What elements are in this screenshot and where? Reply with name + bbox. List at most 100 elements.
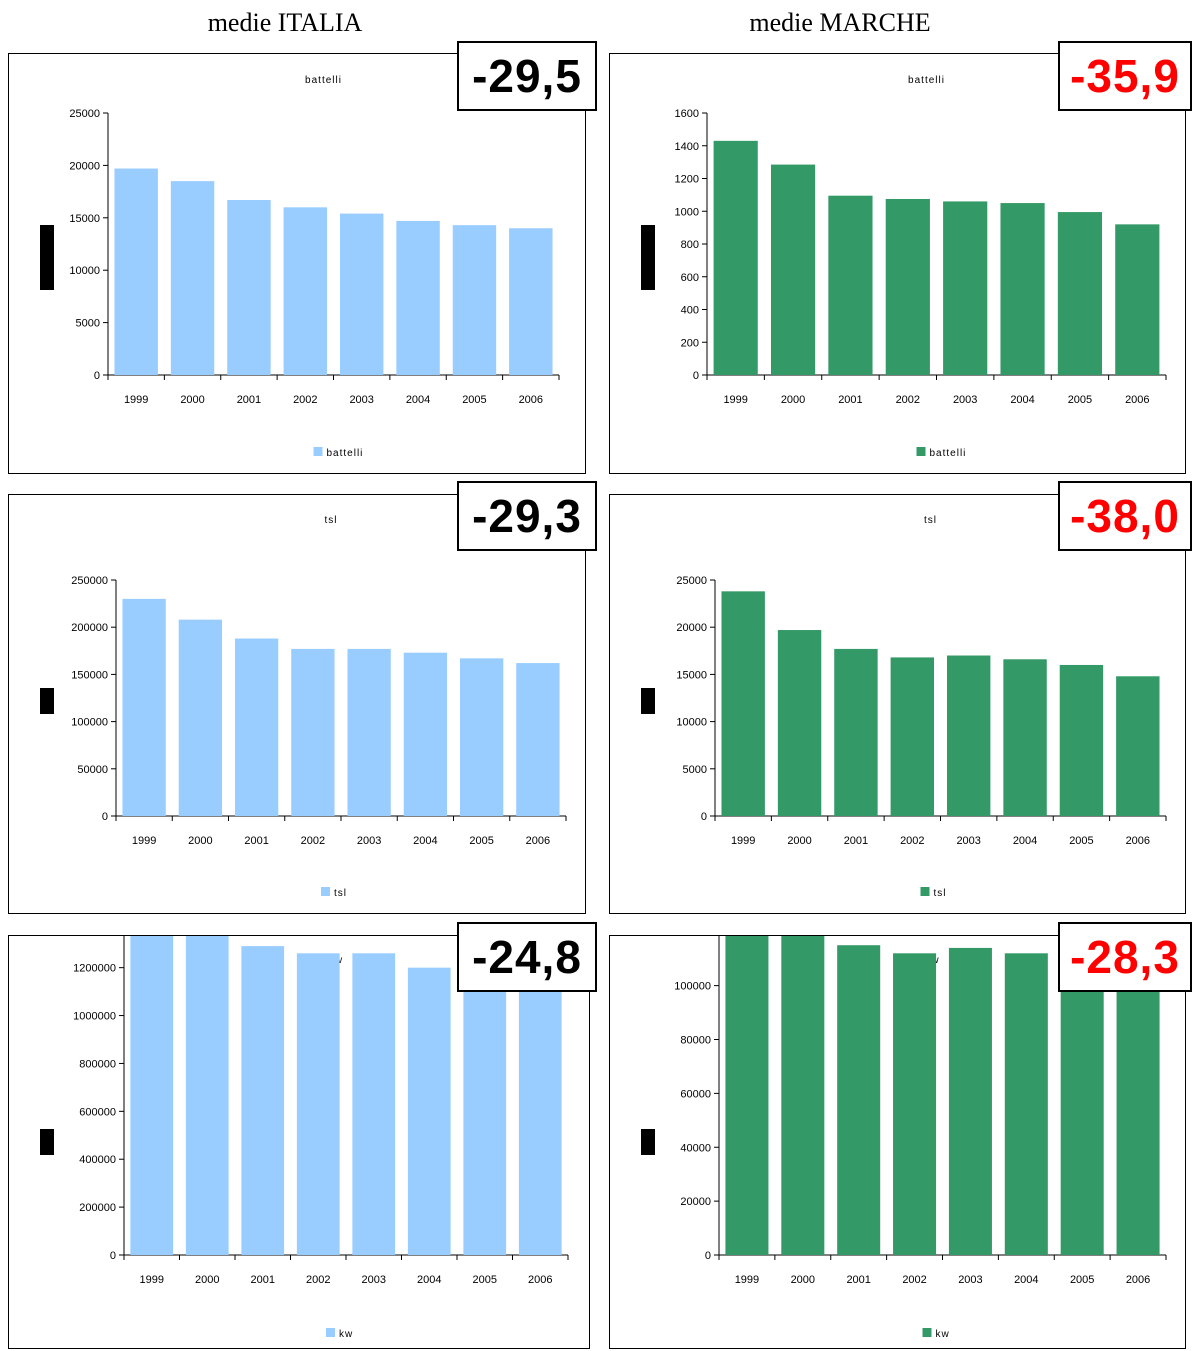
- y-tick-label: 25000: [69, 108, 100, 120]
- bar: [777, 630, 822, 816]
- legend-swatch: [922, 1328, 932, 1337]
- bar: [1059, 664, 1104, 816]
- legend-label: kw: [339, 1329, 353, 1340]
- y-tick-label: 20000: [69, 160, 100, 172]
- y-tick-label: 150000: [71, 669, 108, 681]
- x-tick-label: 2002: [900, 835, 924, 847]
- bar: [170, 181, 215, 375]
- bar: [885, 198, 930, 375]
- x-tick-label: 1999: [735, 1274, 759, 1286]
- x-tick-label: 2002: [896, 394, 920, 406]
- chart-title: battelli: [908, 75, 945, 86]
- legend-label: kw: [936, 1329, 950, 1340]
- x-tick-label: 2005: [1068, 394, 1092, 406]
- bar: [890, 657, 935, 816]
- bar: [452, 225, 497, 375]
- x-tick-label: 2003: [357, 835, 381, 847]
- y-tick-label: 20000: [676, 622, 707, 634]
- bar: [518, 982, 562, 1255]
- x-tick-label: 2004: [406, 394, 430, 406]
- chart-title: battelli: [305, 75, 342, 86]
- y-tick-label: 400000: [79, 1154, 116, 1166]
- bar: [1003, 659, 1047, 816]
- x-tick-label: 2000: [787, 835, 811, 847]
- x-tick-label: 2000: [180, 394, 204, 406]
- y-tick-label: 200: [681, 337, 699, 349]
- y-tick-label: 1400: [675, 141, 699, 153]
- x-tick-label: 2001: [844, 835, 868, 847]
- y-tick-label: 15000: [69, 213, 100, 225]
- x-tick-label: 2006: [1126, 1274, 1150, 1286]
- x-tick-label: 2001: [237, 394, 261, 406]
- bar: [1004, 953, 1048, 1255]
- badge-italia-tsl: -29,3: [457, 481, 597, 551]
- y-tick-label: 50000: [77, 764, 108, 776]
- x-tick-label: 2000: [781, 394, 805, 406]
- bar: [1116, 985, 1160, 1255]
- y-tick-label: 10000: [676, 717, 707, 729]
- x-tick-label: 2000: [195, 1274, 219, 1286]
- y-tick-label: 600: [681, 272, 699, 284]
- chart-italia-tsl: tsl 0 50000 100000 150000 200000 250000 1999 200…: [40, 515, 567, 899]
- legend-swatch: [313, 447, 323, 456]
- x-tick-label: 2004: [1010, 394, 1034, 406]
- legend-label: tsl: [334, 888, 347, 899]
- x-tick-label: 2002: [902, 1274, 926, 1286]
- x-tick-label: 2004: [1013, 835, 1037, 847]
- chart-title: tsl: [924, 515, 937, 526]
- x-tick-label: 2006: [1125, 394, 1149, 406]
- x-tick-label: 2005: [1069, 835, 1093, 847]
- axis-label-marker: [641, 1129, 655, 1155]
- bar: [227, 199, 271, 375]
- title-italia: medie ITALIA: [207, 8, 363, 37]
- y-tick-label: 200000: [71, 622, 108, 634]
- legend-swatch: [321, 887, 330, 896]
- bar: [291, 648, 335, 816]
- y-tick-label: 0: [693, 370, 699, 382]
- x-tick-label: 2006: [526, 835, 550, 847]
- y-tick-label: 100000: [71, 717, 108, 729]
- x-tick-label: 2000: [188, 835, 212, 847]
- y-tick-label: 1000: [675, 206, 699, 218]
- chart-panel-marche-battelli: battelli 0 200 400 600 800 1000 1200 1400 1600 199…: [609, 53, 1186, 474]
- y-tick-label: 1600: [675, 108, 699, 120]
- y-tick-label: 60000: [680, 1088, 711, 1100]
- y-tick-label: 5000: [76, 318, 100, 330]
- y-tick-label: 100000: [674, 981, 711, 993]
- bar: [1115, 224, 1160, 375]
- y-tick-label: 0: [705, 1250, 711, 1262]
- chart-marche-battelli: battelli 0 200 400 600 800 1000 1200 1400 1600 199…: [641, 75, 1167, 459]
- bar: [347, 648, 391, 816]
- y-tick-label: 1200000: [73, 963, 116, 975]
- chart-panel-marche-tsl: tsl 0 5000 10000 15000 20000 25000 1999 2000 2001…: [609, 494, 1186, 914]
- bar: [946, 655, 991, 816]
- bar: [403, 652, 448, 816]
- x-tick-label: 2001: [838, 394, 862, 406]
- bar: [296, 953, 340, 1255]
- x-tick-label: 1999: [132, 835, 156, 847]
- x-tick-label: 2006: [519, 394, 543, 406]
- y-tick-label: 200000: [79, 1202, 116, 1214]
- y-tick-label: 0: [94, 370, 100, 382]
- x-tick-label: 2005: [462, 394, 486, 406]
- axis-label-marker: [40, 1129, 54, 1155]
- axis-label-marker: [641, 688, 655, 714]
- bar: [781, 936, 825, 1255]
- legend-label: tsl: [934, 888, 947, 899]
- bar: [834, 648, 878, 816]
- x-tick-label: 2002: [293, 394, 317, 406]
- legend-swatch: [326, 1328, 335, 1337]
- legend-swatch: [916, 447, 926, 456]
- y-tick-label: 800000: [79, 1058, 116, 1070]
- bar: [509, 228, 553, 375]
- y-tick-label: 0: [110, 1250, 116, 1262]
- x-tick-label: 2003: [956, 835, 980, 847]
- chart-italia-kw: kw 0 200000 400000 600000 800000 1000000 120000…: [40, 936, 569, 1340]
- bar: [725, 936, 769, 1255]
- bar: [721, 591, 765, 816]
- y-tick-label: 0: [701, 811, 707, 823]
- bar: [943, 201, 988, 375]
- bar: [122, 598, 166, 816]
- x-tick-label: 2000: [791, 1274, 815, 1286]
- chart-marche-kw: kw02000040000600008000010000012000014000…: [641, 936, 1167, 1340]
